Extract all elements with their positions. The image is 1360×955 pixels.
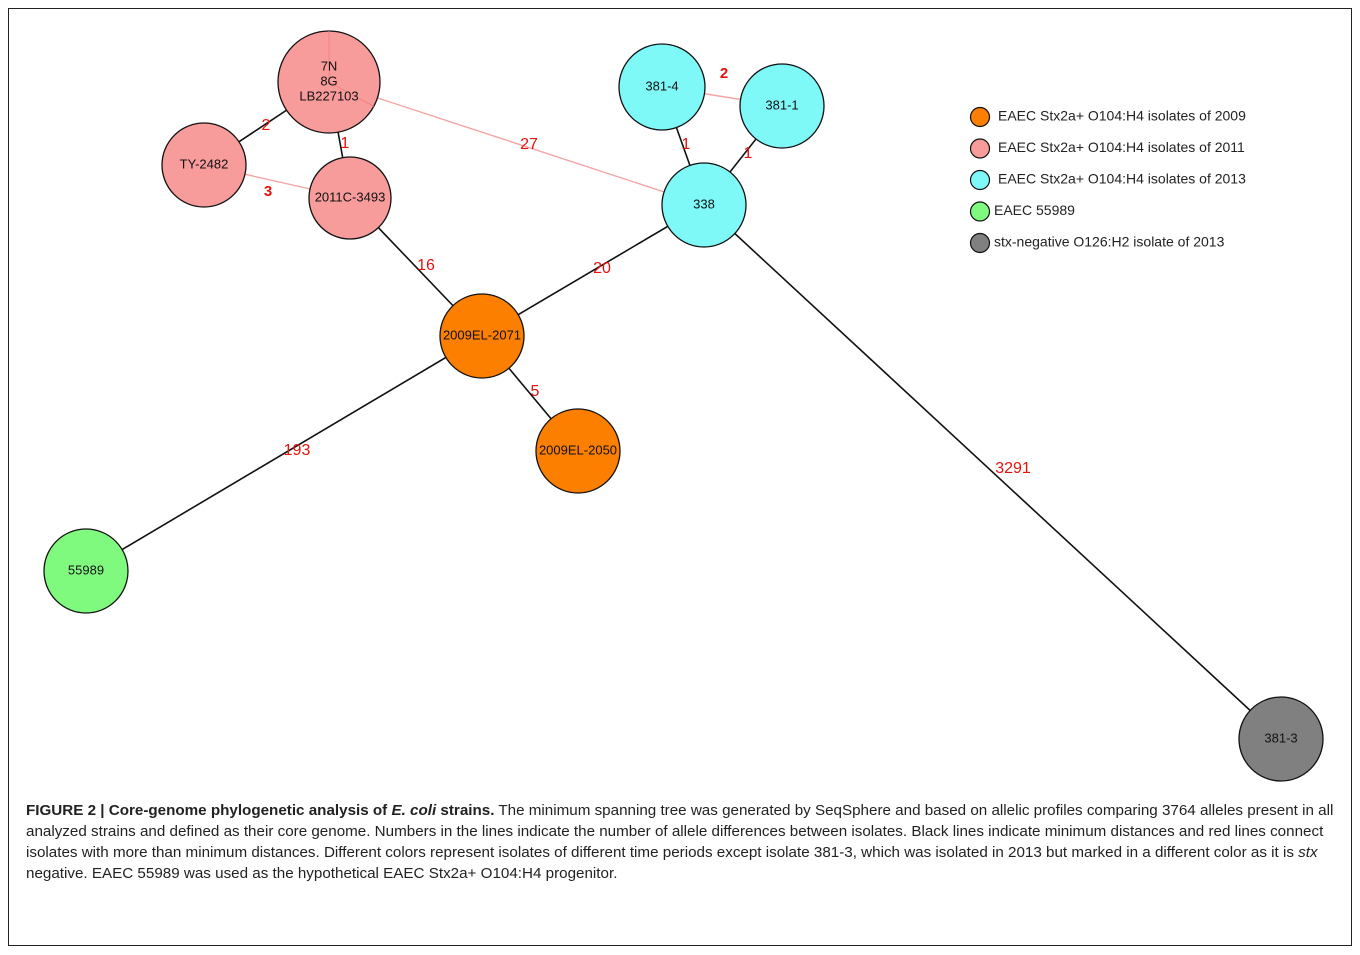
node-338[interactable]: 338 <box>661 162 747 248</box>
edge-338-2009el2071 <box>481 204 705 337</box>
node-label-381-1: 381-1 <box>765 97 798 112</box>
legend-item-stxneg: stx-negative O126:H2 isolate of 2013 <box>969 232 1225 254</box>
edge-label-2009el2071-55989: 193 <box>284 442 311 459</box>
node-2009el2050[interactable]: 2009EL-2050 <box>535 408 621 494</box>
legend-swatch-y2013 <box>969 169 991 191</box>
node-circle-381-3 <box>1238 696 1324 782</box>
caption-title-end: strains. <box>436 802 495 819</box>
edge-label-lb227103-338: 27 <box>520 136 538 153</box>
caption-title-italic: E. coli <box>391 802 437 819</box>
legend-label-y2011: EAEC Stx2a+ O104:H4 isolates of 2011 <box>998 139 1245 155</box>
figure-caption: FIGURE 2 | Core-genome phylogenetic anal… <box>26 800 1336 884</box>
caption-body: The minimum spanning tree was generated … <box>26 802 1334 861</box>
legend-swatch-y2009 <box>969 106 991 128</box>
node-label-381-3: 381-3 <box>1264 730 1297 745</box>
node-381-3[interactable]: 381-3 <box>1238 696 1324 782</box>
node-circle-2011c3493 <box>308 156 392 240</box>
node-label-ty-2482: TY-2482 <box>180 156 229 171</box>
edge-label-381_4-381_1: 2 <box>720 65 728 82</box>
legend: EAEC Stx2a+ O104:H4 isolates of 2009 EAEC… <box>969 106 1246 254</box>
edge-labels-layer: 2 1 3 27 2 1 1 16 20 5 193 3291 <box>262 65 1031 477</box>
edge-label-lb227103-2011c3493: 1 <box>341 135 350 152</box>
caption-lead: FIGURE 2 | Core-genome phylogenetic anal… <box>26 802 494 819</box>
caption-italic-stx: stx <box>1298 844 1318 861</box>
node-label-381-4: 381-4 <box>645 78 678 93</box>
caption-body-end: negative. EAEC 55989 was used as the hyp… <box>26 865 618 882</box>
node-381-4[interactable]: 381-4 <box>618 43 706 131</box>
node-label-55989: 55989 <box>68 562 104 577</box>
node-ty2482[interactable]: TY-2482 <box>161 122 247 208</box>
legend-item-strain55989: EAEC 55989 <box>969 201 1075 222</box>
legend-label-y2009: EAEC Stx2a+ O104:H4 isolates of 2009 <box>998 108 1246 124</box>
node-circle-2009el2071 <box>439 293 525 379</box>
edge-label-2011c3493-2009el2071: 16 <box>417 257 435 274</box>
node-circle-2009el2050 <box>535 408 621 494</box>
node-label-lb227103: LB227103 <box>299 88 358 103</box>
legend-swatch-y2011 <box>969 138 991 159</box>
legend-item-y2009: EAEC Stx2a+ O104:H4 isolates of 2009 <box>969 106 1246 128</box>
node-circle-338 <box>661 162 747 248</box>
edge-label-ty2482-2011c3493: 3 <box>264 183 272 200</box>
node-circle-55989 <box>43 528 129 614</box>
edge-label-381_4-338: 1 <box>682 136 691 153</box>
node-55989[interactable]: 55989 <box>43 528 129 614</box>
edge-lb227103-338 <box>328 81 705 206</box>
legend-swatch-strain55989 <box>969 201 991 222</box>
node-circle-381-4 <box>618 43 706 131</box>
edge-2009el2071-55989 <box>85 335 483 572</box>
legend-label-y2013: EAEC Stx2a+ O104:H4 isolates of 2013 <box>998 171 1246 187</box>
node-2009el2071[interactable]: 2009EL-2071 <box>439 293 525 379</box>
legend-item-y2013: EAEC Stx2a+ O104:H4 isolates of 2013 <box>969 169 1246 191</box>
edge-338-381_3 <box>703 204 1282 740</box>
node-label-2009el-2071: 2009EL-2071 <box>443 327 521 342</box>
node-label-2011c-3493: 2011C-3493 <box>315 189 386 204</box>
legend-swatch-stxneg <box>969 232 991 254</box>
edge-label-381_1-338: 1 <box>744 145 753 162</box>
legend-item-y2011: EAEC Stx2a+ O104:H4 isolates of 2011 <box>969 138 1245 159</box>
node-circle-381-1 <box>739 63 825 149</box>
node-circle-ty2482 <box>161 122 247 208</box>
node-label-338: 338 <box>693 196 715 211</box>
node-381-1[interactable]: 381-1 <box>739 63 825 149</box>
node-label-8g: 8G <box>320 73 337 88</box>
legend-label-strain55989: EAEC 55989 <box>994 202 1075 218</box>
figure-frame <box>8 8 1352 946</box>
legend-label-stxneg: stx-negative O126:H2 isolate of 2013 <box>994 234 1225 250</box>
edge-label-2009el2071-2009el2050: 5 <box>531 383 540 400</box>
node-2011c3493[interactable]: 2011C-3493 <box>308 156 392 240</box>
edge-label-lb227103-ty2482: 2 <box>262 117 271 134</box>
edge-label-338-2009el2071: 20 <box>593 260 611 277</box>
node-label-2009el-2050: 2009EL-2050 <box>539 442 617 457</box>
node-label-7n: 7N <box>321 58 338 73</box>
node-divider <box>328 81 375 107</box>
caption-title: FIGURE 2 | Core-genome phylogenetic anal… <box>26 802 392 819</box>
edge-label-338-381_3: 3291 <box>995 460 1031 477</box>
